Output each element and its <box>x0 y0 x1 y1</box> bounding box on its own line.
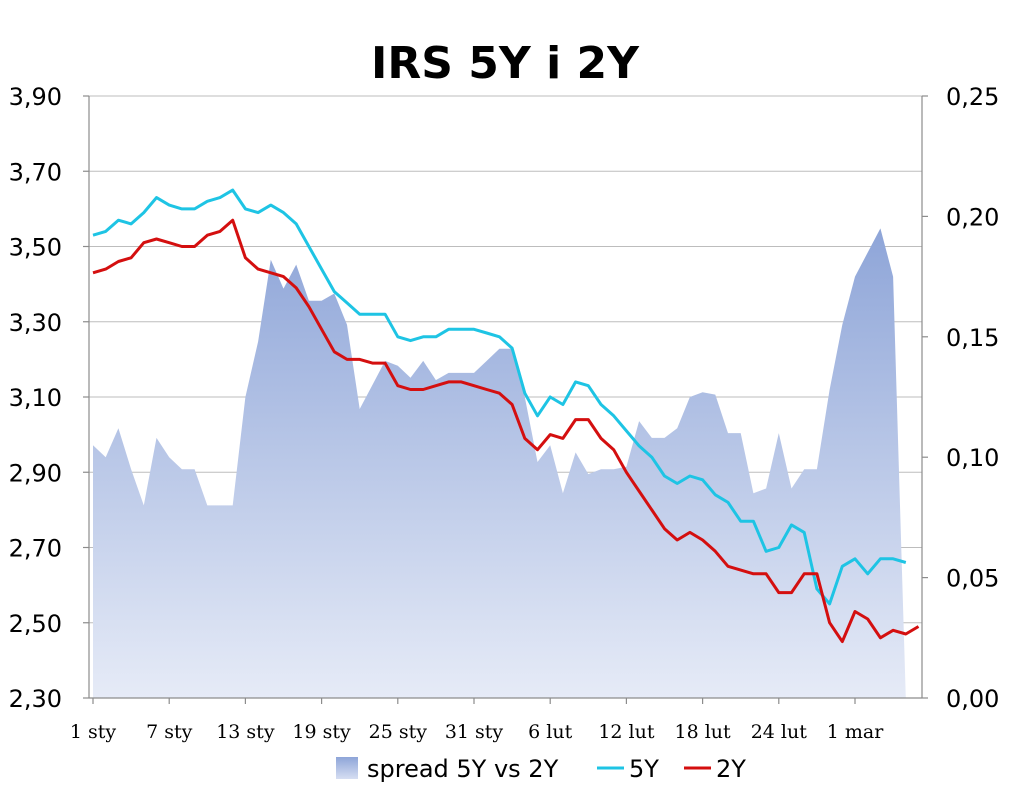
x-tick-label: 19 sty <box>292 721 351 743</box>
legend: spread 5Y vs 2Y 5Y 2Y <box>336 755 746 783</box>
left-tick-label: 2,90 <box>9 459 62 487</box>
series-spread-5y-vs-2y-area <box>93 228 906 698</box>
right-tick-label: 0,10 <box>946 444 999 472</box>
series-5y-line <box>92 188 907 606</box>
left-tick-label: 3,90 <box>9 83 62 111</box>
left-tick-label: 3,50 <box>9 234 62 262</box>
left-tick-label: 3,70 <box>9 158 62 186</box>
x-tick-label: 7 sty <box>146 721 193 743</box>
right-tick-label: 0,15 <box>946 324 999 352</box>
left-axis-ticks: 2,30 2,50 2,70 2,90 3,10 3,30 3,50 3,70 3,90 <box>9 83 89 713</box>
x-tick-label: 1 sty <box>70 721 117 743</box>
left-tick-label: 3,10 <box>9 384 62 412</box>
x-axis-ticks: 1 sty 7 sty 13 sty 19 sty 25 sty 31 sty 6 lut 1… <box>70 698 884 743</box>
legend-label-5y: 5Y <box>629 755 659 783</box>
area-layer <box>93 228 906 698</box>
right-tick-label: 0,00 <box>946 685 999 713</box>
right-tick-label: 0,05 <box>946 565 999 593</box>
left-tick-label: 2,30 <box>9 685 62 713</box>
left-tick-label: 3,30 <box>9 309 62 337</box>
right-tick-label: 0,25 <box>946 83 999 111</box>
x-tick-label: 25 sty <box>369 721 428 743</box>
left-tick-label: 2,50 <box>9 610 62 638</box>
x-tick-label: 31 sty <box>445 721 504 743</box>
chart-title: IRS 5Y i 2Y <box>371 38 640 89</box>
x-tick-label: 13 sty <box>216 721 275 743</box>
left-tick-label: 2,70 <box>9 535 62 563</box>
right-tick-label: 0,20 <box>946 203 999 231</box>
x-tick-label: 6 lut <box>528 721 572 743</box>
legend-swatch-spread <box>336 757 358 779</box>
x-tick-label: 18 lut <box>675 721 732 743</box>
x-tick-label: 1 mar <box>827 721 884 743</box>
right-axis-ticks: 0,00 0,05 0,10 0,15 0,20 0,25 <box>922 83 999 713</box>
series-2y-line <box>92 218 920 644</box>
legend-label-2y: 2Y <box>716 755 746 783</box>
x-tick-label: 24 lut <box>751 721 808 743</box>
line-layer <box>92 188 920 644</box>
x-tick-label: 12 lut <box>598 721 655 743</box>
legend-label-spread: spread 5Y vs 2Y <box>367 755 559 783</box>
